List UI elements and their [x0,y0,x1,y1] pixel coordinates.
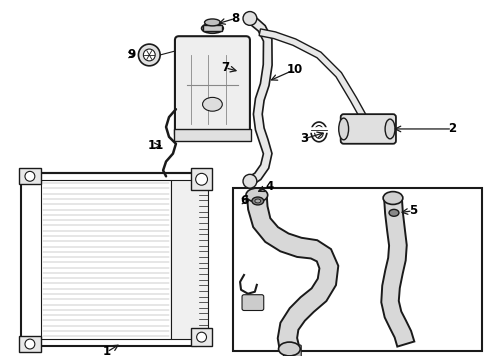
Ellipse shape [310,122,326,142]
Bar [190,328,212,346]
Polygon shape [259,29,366,119]
Text: 1: 1 [102,346,111,359]
Ellipse shape [382,192,402,204]
Bar [19,168,41,184]
Text: 11: 11 [148,139,164,152]
Ellipse shape [314,126,323,138]
Bar [202,25,222,31]
Bar [171,180,208,339]
Bar [19,336,41,352]
Polygon shape [381,197,413,347]
Text: 10: 10 [285,63,302,76]
FancyBboxPatch shape [242,295,263,311]
Text: 8: 8 [230,12,239,25]
Circle shape [243,12,256,25]
Ellipse shape [388,210,398,216]
Ellipse shape [338,118,348,140]
Circle shape [195,174,207,185]
Ellipse shape [204,19,220,26]
Ellipse shape [254,199,260,203]
Bar [190,168,212,190]
Text: 3: 3 [300,132,307,145]
Text: 9: 9 [127,49,135,62]
Ellipse shape [278,342,300,356]
Ellipse shape [143,49,155,61]
FancyBboxPatch shape [340,114,395,144]
Ellipse shape [201,23,223,33]
Polygon shape [246,15,271,185]
Text: 4: 4 [265,180,273,193]
Circle shape [25,171,35,181]
Bar [233,188,481,351]
Polygon shape [41,180,171,339]
Ellipse shape [202,98,222,111]
Ellipse shape [385,119,394,139]
Ellipse shape [138,44,160,66]
Text: 2: 2 [447,122,455,135]
Text: 6: 6 [240,194,247,207]
Circle shape [243,174,256,188]
Bar [174,129,250,141]
Polygon shape [21,174,195,346]
Ellipse shape [251,197,263,205]
Polygon shape [246,194,338,350]
Text: 5: 5 [408,204,416,217]
FancyBboxPatch shape [283,345,301,357]
Circle shape [196,332,206,342]
Circle shape [25,339,35,349]
FancyBboxPatch shape [175,36,249,138]
Ellipse shape [245,188,267,202]
Text: 7: 7 [221,61,229,74]
